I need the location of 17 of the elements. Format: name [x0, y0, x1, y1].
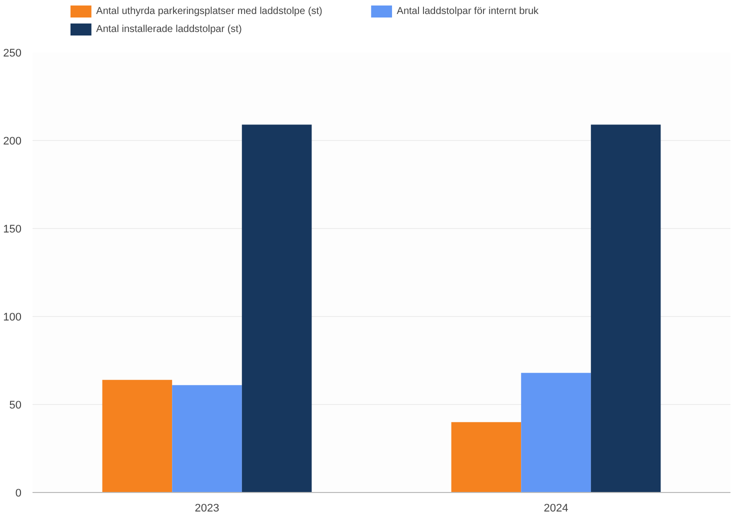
- legend-label: Antal laddstolpar för internt bruk: [396, 6, 540, 17]
- legend-label: Antal installerade laddstolpar (st): [96, 24, 242, 35]
- y-tick-label: 200: [3, 136, 22, 148]
- y-tick-label: 0: [15, 488, 22, 500]
- bar: [521, 372, 591, 492]
- bar: [242, 124, 312, 492]
- y-tick-label: 50: [9, 400, 22, 412]
- y-tick-label: 250: [3, 48, 22, 60]
- legend-label: Antal uthyrda parkeringsplatser med laddstolpe (st): [96, 6, 322, 17]
- x-tick-label: 2023: [194, 502, 220, 514]
- x-tick-label: 2024: [544, 502, 568, 514]
- bar: [172, 385, 242, 492]
- y-tick-label: 150: [3, 224, 22, 236]
- bar: [590, 124, 661, 492]
- bar: [102, 380, 172, 492]
- bar: [451, 422, 522, 492]
- y-tick-label: 100: [3, 312, 22, 324]
